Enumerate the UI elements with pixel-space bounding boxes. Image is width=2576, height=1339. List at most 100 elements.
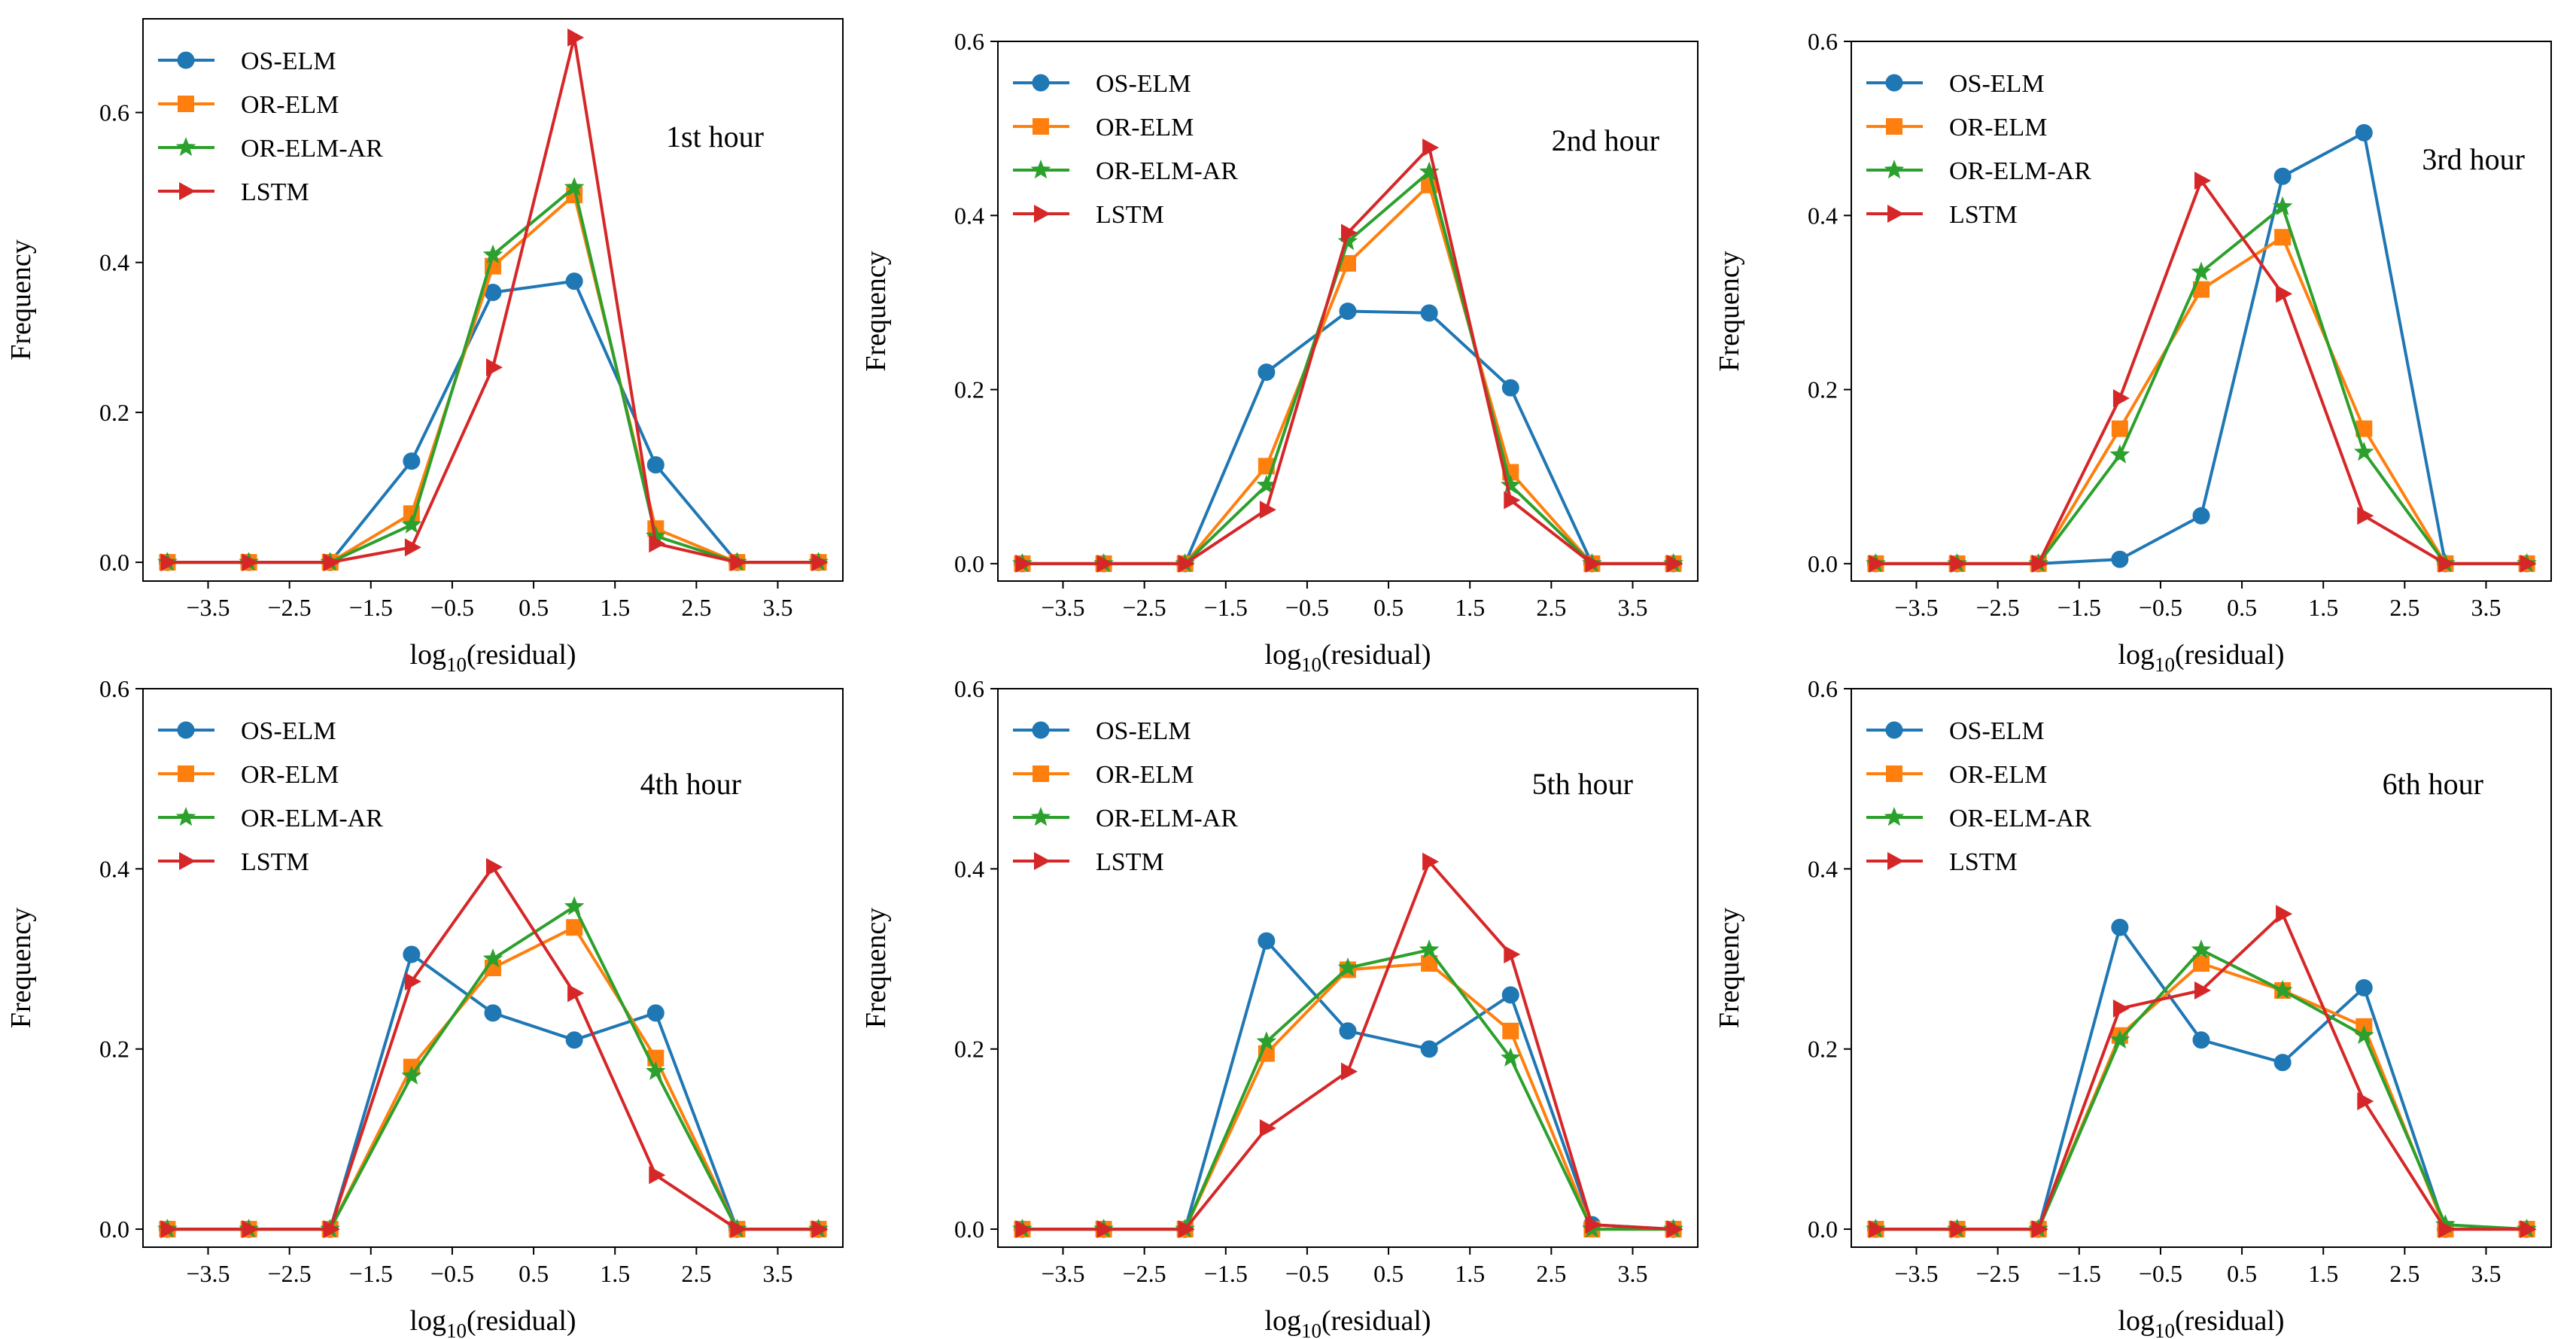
data-point [2273,167,2292,185]
legend-marker [1030,160,1051,179]
y-tick-label: 0.6 [954,675,984,702]
y-axis-label: Frequency [1714,908,1745,1028]
data-point [811,553,829,572]
y-tick-label: 0.2 [1808,1036,1838,1063]
legend-marker [1884,807,1905,826]
legend-marker [1030,807,1051,826]
series-lstm [160,28,829,572]
x-axis-label: log10(residual) [1264,1305,1431,1339]
data-point [484,1004,502,1022]
legend-marker [175,137,196,157]
y-tick-label: 0.0 [99,1216,129,1243]
data-point [2276,285,2293,303]
data-point [1341,1062,1358,1081]
x-tick-label: 1.5 [600,1260,630,1287]
data-point [2193,955,2210,972]
data-point [1256,474,1277,495]
x-tick-label: −1.5 [2057,1260,2101,1287]
legend-marker [1884,160,1905,179]
data-point [1341,224,1358,242]
x-tick-label: 3.5 [2471,1260,2501,1287]
subplot-1: −3.5 −2.5 −1.5 −0.5 0.5 1.5 2.5 3.5 0.0 0.2 0.4 0.6… [5,18,844,676]
data-point [1501,986,1519,1004]
data-point [2272,196,2293,216]
data-point [1015,1220,1033,1239]
data-point [2191,261,2212,281]
data-point [1258,932,1276,950]
x-axis-label: log10(residual) [409,1305,576,1339]
x-tick-label: 2.5 [1536,594,1566,621]
data-point [482,244,503,264]
data-point [1256,1031,1277,1051]
data-point [1501,1047,1521,1067]
x-tick-label: 0.5 [519,1260,549,1287]
data-point [2109,444,2130,464]
x-tick-label: −2.5 [1123,1260,1166,1287]
legend-label: LSTM [1949,848,2018,876]
legend-marker [177,721,195,739]
x-axis-label: log10(residual) [409,639,576,676]
subplot-2: −3.5 −2.5 −1.5 −0.5 0.5 1.5 2.5 3.5 0.0 0.2 0.4 0.6… [860,28,1699,676]
legend-label: OR-ELM-AR [241,805,383,832]
data-point [2111,918,2129,936]
data-point [2109,1029,2130,1049]
data-point [2355,978,2373,997]
y-axis-label: Frequency [860,251,892,371]
subplot-6: −3.5 −2.5 −1.5 −0.5 0.5 1.5 2.5 3.5 0.0 0.2 0.4 0.6… [1714,675,2552,1339]
legend-marker [1033,118,1049,135]
data-point [2435,1214,2456,1234]
data-point [1339,1022,1357,1040]
data-point [1421,955,1438,972]
data-point [1504,945,1521,963]
x-tick-label: 1.5 [1455,1260,1485,1287]
y-tick-label: 0.2 [1808,376,1838,403]
data-point [1340,254,1356,272]
data-point [1501,379,1519,397]
y-tick-label: 0.0 [954,550,984,577]
data-point [404,538,421,557]
data-point [2193,281,2210,298]
x-tick-label: 3.5 [762,1260,792,1287]
y-tick-label: 0.6 [1808,28,1838,55]
data-point [2355,123,2373,142]
data-point [1339,303,1357,320]
x-tick-label: −0.5 [2139,1260,2182,1287]
legend-marker [1885,721,1903,739]
y-tick-label: 0.4 [99,855,129,882]
y-tick-label: 0.0 [954,1216,984,1243]
y-axis-label: Frequency [5,908,37,1028]
panel-title: 1st hour [666,120,764,154]
legend-label: OS-ELM [1949,717,2045,745]
data-point [404,972,421,991]
x-tick-label: −1.5 [349,1260,393,1287]
x-tick-label: 3.5 [2471,594,2501,621]
legend-marker [1886,765,1902,782]
data-point [567,984,585,1003]
data-point [2111,550,2129,568]
x-tick-label: −2.5 [1123,594,1166,621]
data-point [646,1061,666,1080]
data-point [2438,1220,2456,1239]
data-point [649,1166,666,1185]
data-point [1504,491,1521,510]
legend-marker [1887,205,1904,223]
legend-label: LSTM [241,178,309,206]
y-tick-label: 0.2 [954,1036,984,1063]
y-axis-label: Frequency [860,908,892,1028]
data-point [564,177,585,196]
data-point [2112,999,2130,1018]
x-tick-label: 1.5 [600,594,630,621]
data-point [1178,554,1195,573]
legend-label: OR-ELM-AR [241,135,383,163]
subplot-5: −3.5 −2.5 −1.5 −0.5 0.5 1.5 2.5 3.5 0.0 0.2 0.4 0.6… [860,675,1699,1339]
series-lstm [1015,138,1683,573]
legend-marker [175,807,196,826]
legend: OS-ELM OR-ELM OR-ELM-AR LSTM [1013,717,1238,876]
legend-label: OS-ELM [241,717,336,745]
data-point [1259,501,1276,519]
x-tick-label: −0.5 [2139,594,2182,621]
data-point [323,553,340,572]
legend-marker [1885,74,1903,92]
data-point [2356,420,2373,437]
